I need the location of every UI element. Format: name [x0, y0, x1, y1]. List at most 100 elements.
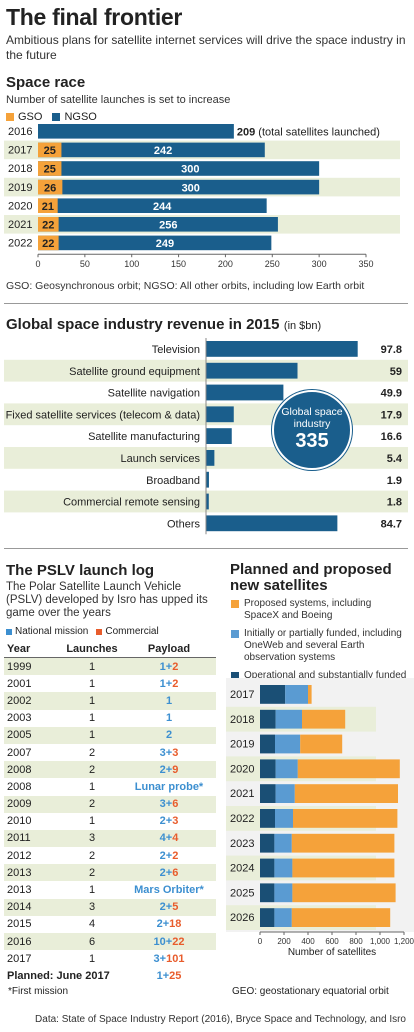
category-label: Satellite navigation: [108, 388, 200, 400]
x-tick-label: 1,000: [370, 937, 391, 946]
year-label: 2020: [230, 763, 254, 775]
year-label: 2017: [230, 689, 254, 701]
table-row: 2015 4 2+18: [4, 916, 216, 933]
source-note: Data: State of Space Industry Report (20…: [35, 1014, 406, 1025]
satellite-bar-segment: [300, 734, 343, 754]
gso-bar: [38, 198, 58, 213]
table-row: 2003 1 1: [4, 710, 216, 727]
gso-value-label: 26: [44, 182, 56, 194]
pslv-table-header: Year Launches Payload: [4, 640, 216, 658]
value-label: 1.8: [387, 497, 402, 509]
gso-bar: [38, 142, 62, 158]
divider: [4, 303, 408, 304]
total-revenue-circle: Global space industry 335: [272, 390, 352, 470]
year-cell: 2016: [7, 935, 32, 948]
year-label: 2021: [230, 788, 254, 800]
circle-line2: industry: [293, 418, 331, 430]
planned-commercial: 25: [169, 969, 182, 982]
gso-value-label: 25: [44, 145, 56, 157]
year-label: 2024: [230, 863, 254, 875]
planned-heading-line1: Planned and proposed: [230, 561, 392, 578]
table-row: 2013 1 Mars Orbiter*: [4, 881, 216, 898]
payload-cell: 3+6: [159, 798, 179, 811]
year-cell: 2017: [7, 952, 32, 965]
launches-cell: 2: [88, 866, 96, 879]
category-label: Others: [167, 518, 201, 530]
launches-cell: 1: [88, 712, 96, 725]
page-subtitle: Ambitious plans for satellite internet s…: [6, 33, 406, 62]
legend-commercial-swatch: [96, 628, 103, 635]
satellite-bar-segment: [260, 858, 275, 878]
pslv-planned-row: Planned: June 2017 1+25: [4, 967, 216, 984]
legend-gso-label: GSO: [18, 111, 43, 123]
total-note: (total satellites launched): [255, 127, 380, 139]
pslv-description: The Polar Satellite Launch Vehicle (PSLV…: [6, 581, 208, 619]
launches-cell: 1: [88, 884, 96, 897]
launches-cell: 1: [88, 660, 96, 673]
table-row: 2012 2 2+2: [4, 847, 216, 864]
year-label: 2021: [8, 219, 32, 231]
category-label: Launch services: [121, 453, 201, 465]
launches-cell: 1: [88, 729, 96, 742]
satellite-bar-segment: [274, 833, 292, 853]
satellite-bar-segment: [302, 709, 346, 729]
launches-cell: 1: [88, 952, 96, 965]
revenue-bar: [206, 515, 338, 532]
ngso-bar: [38, 217, 278, 232]
revenue-heading-row: Global space industry revenue in 2015 (i…: [6, 316, 321, 334]
payload-cell: 3+101: [153, 952, 185, 965]
space-race-legend: GSO NGSO: [6, 111, 97, 123]
year-label: 2022: [8, 238, 32, 250]
revenue-bar: [206, 471, 209, 488]
launches-cell: 1: [88, 677, 96, 690]
gso-value-label: 22: [42, 238, 54, 250]
value-label: 49.9: [381, 388, 402, 400]
ngso-bar: [38, 142, 265, 158]
x-tick-label: 0: [258, 937, 263, 946]
funded-swatch: [231, 630, 239, 638]
x-tick-label: 250: [265, 259, 280, 269]
year-label: 2019: [8, 182, 32, 194]
table-row: 2002 1 1: [4, 692, 216, 710]
legend-ngso-swatch: [52, 113, 61, 121]
table-row: 2008 2 2+9: [4, 761, 216, 779]
revenue-unit: (in $bn): [283, 320, 322, 332]
year-cell: 2013: [7, 884, 32, 897]
year-label: 2026: [230, 912, 254, 924]
value-label: 1.9: [387, 475, 402, 487]
planned-legend-item: Proposed systems, including SpaceX and B…: [231, 598, 409, 622]
table-row: 2016 6 10+22: [4, 933, 216, 951]
planned-heading-line2: new satellites: [230, 577, 328, 594]
ngso-bar: [38, 179, 320, 195]
table-row: 2011 3 4+4: [4, 829, 216, 848]
year-cell: 2015: [7, 918, 32, 931]
ngso-bar: [38, 124, 234, 139]
satellite-bar-segment: [260, 908, 275, 927]
payload-cell: 1+2: [159, 677, 179, 690]
year-label: 2016: [8, 126, 32, 138]
table-row: 2013 2 2+6: [4, 864, 216, 882]
planned-payload: 1+25: [156, 969, 182, 982]
table-row: 2007 2 3+3: [4, 744, 216, 761]
payload-cell: 2+9: [159, 763, 179, 776]
legend-ngso-label: NGSO: [64, 111, 97, 123]
pslv-table: Year Launches Payload 1999 1 1+2 2001 1 1+2 20…: [4, 640, 216, 984]
value-label: 16.6: [381, 431, 402, 443]
total-value-label: 244: [153, 201, 172, 213]
year-cell: 2010: [7, 815, 32, 828]
satellite-bar-segment: [275, 734, 301, 754]
revenue-bar: [206, 493, 209, 510]
category-label: Broadband: [146, 475, 200, 487]
space-race-heading: Space race: [6, 74, 86, 91]
legend-gso-swatch: [6, 113, 14, 121]
planned-heading: Planned and proposed new satellites: [230, 562, 392, 594]
revenue-bar: [206, 384, 284, 401]
table-row: 2005 1 2: [4, 726, 216, 744]
launches-cell: 2: [88, 746, 96, 759]
year-cell: 2009: [7, 798, 32, 811]
launches-cell: 1: [88, 694, 96, 707]
satellite-bar-segment: [260, 833, 275, 853]
payload-cell: 4+4: [159, 832, 179, 845]
ngso-bar: [38, 235, 272, 251]
table-row: 2017 1 3+101: [4, 950, 216, 967]
